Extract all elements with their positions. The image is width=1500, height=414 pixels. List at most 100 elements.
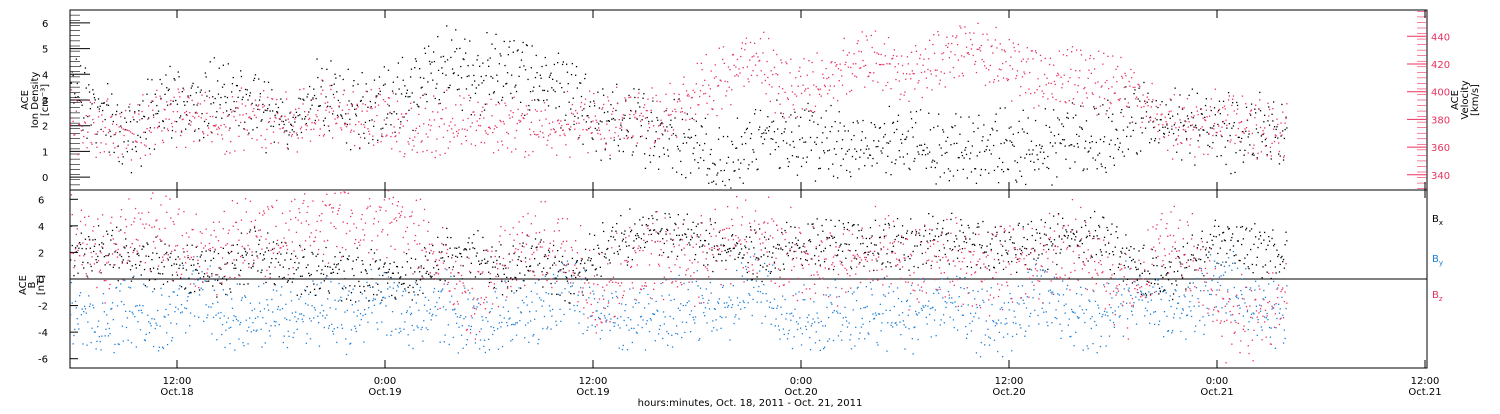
ion-density-series-point — [1249, 144, 1250, 145]
ion-density-series-point — [1234, 122, 1235, 123]
velocity-series-point — [1057, 73, 1058, 74]
by-series-point — [994, 340, 995, 341]
by-series-point — [843, 317, 844, 318]
velocity-series-point — [589, 91, 590, 92]
ion-density-series-point — [699, 145, 700, 146]
velocity-series-point — [840, 64, 841, 65]
ion-density-series-point — [371, 106, 372, 107]
velocity-series-point — [641, 113, 642, 114]
ion-density-series-point — [1078, 136, 1079, 137]
by-series-point — [160, 326, 161, 327]
by-series-point — [872, 313, 873, 314]
bx-series-point — [288, 268, 289, 269]
by-series-point — [956, 276, 957, 277]
by-series-point — [404, 321, 405, 322]
ion-density-series-point — [513, 52, 514, 53]
bx-series-point — [254, 227, 255, 228]
bx-series-point — [78, 248, 79, 249]
by-series-point — [328, 328, 329, 329]
bx-series-point — [235, 268, 236, 269]
velocity-series-point — [220, 108, 221, 109]
ion-density-series-point — [770, 154, 771, 155]
velocity-series-point — [989, 81, 990, 82]
ion-density-series-point — [490, 76, 491, 77]
ion-density-series-point — [829, 150, 830, 151]
ion-density-series-point — [132, 141, 133, 142]
bx-series-point — [87, 262, 88, 263]
ion-density-series-point — [733, 162, 734, 163]
velocity-series-point — [1175, 122, 1176, 123]
ion-density-series-point — [178, 76, 179, 77]
velocity-series-point — [642, 116, 643, 117]
ion-density-series-point — [1030, 161, 1031, 162]
by-series-point — [817, 317, 818, 318]
bx-series-point — [382, 275, 383, 276]
ion-density-series-point — [394, 132, 395, 133]
by-series-point — [630, 319, 631, 320]
velocity-series-point — [156, 90, 157, 91]
by-series-point — [481, 316, 482, 317]
ion-density-series-point — [513, 40, 514, 41]
ion-density-series-point — [177, 104, 178, 105]
ion-density-series-point — [935, 167, 936, 168]
velocity-series-point — [362, 103, 363, 104]
ion-density-series-point — [90, 108, 91, 109]
velocity-series-point — [872, 47, 873, 48]
ion-density-series-point — [973, 131, 974, 132]
bx-series-point — [71, 226, 72, 227]
by-series-point — [1158, 324, 1159, 325]
bx-series-point — [328, 290, 329, 291]
ion-density-series-point — [641, 125, 642, 126]
ion-density-series-point — [546, 65, 547, 66]
by-series-point — [513, 324, 514, 325]
velocity-series-point — [1091, 73, 1092, 74]
ion-density-series-point — [1014, 160, 1015, 161]
bx-series-point — [207, 275, 208, 276]
velocity-series-point — [485, 130, 486, 131]
velocity-series-point — [1230, 141, 1231, 142]
velocity-series-point — [233, 116, 234, 117]
by-series-point — [891, 322, 892, 323]
velocity-series-point — [809, 94, 810, 95]
velocity-series-point — [1208, 133, 1209, 134]
velocity-series-point — [1170, 98, 1171, 99]
velocity-series-point — [1285, 123, 1286, 124]
velocity-series-point — [273, 132, 274, 133]
by-series-point — [589, 287, 590, 288]
velocity-series-point — [779, 86, 780, 87]
velocity-series-point — [788, 99, 789, 100]
by-series-point — [287, 347, 288, 348]
velocity-series-point — [601, 109, 602, 110]
by-series-point — [485, 352, 486, 353]
bx-series-point — [293, 273, 294, 274]
by-series-point — [1244, 302, 1245, 303]
velocity-series-point — [813, 84, 814, 85]
by-series-point — [230, 327, 231, 328]
ion-density-series-point — [969, 158, 970, 159]
by-series-point — [1147, 301, 1148, 302]
by-series-point — [927, 323, 928, 324]
by-series-point — [759, 270, 760, 271]
ion-density-series-point — [538, 100, 539, 101]
ion-density-series-point — [794, 147, 795, 148]
velocity-series-point — [756, 53, 757, 54]
by-series-point — [715, 309, 716, 310]
by-series-point — [1173, 317, 1174, 318]
by-series-point — [727, 307, 728, 308]
velocity-series-point — [1162, 124, 1163, 125]
velocity-series-point — [729, 69, 730, 70]
velocity-series-point — [76, 111, 77, 112]
ion-density-series-point — [883, 136, 884, 137]
by-series-point — [1036, 260, 1037, 261]
velocity-series-point — [369, 134, 370, 135]
velocity-series-point — [939, 83, 940, 84]
velocity-series-point — [973, 55, 974, 56]
ion-density-series-point — [197, 87, 198, 88]
ion-density-series-point — [149, 148, 150, 149]
velocity-series-point — [550, 134, 551, 135]
by-series-point — [720, 328, 721, 329]
ion-density-series-point — [895, 163, 896, 164]
velocity-series-point — [931, 73, 932, 74]
velocity-series-point — [1256, 124, 1257, 125]
velocity-series-point — [91, 142, 92, 143]
